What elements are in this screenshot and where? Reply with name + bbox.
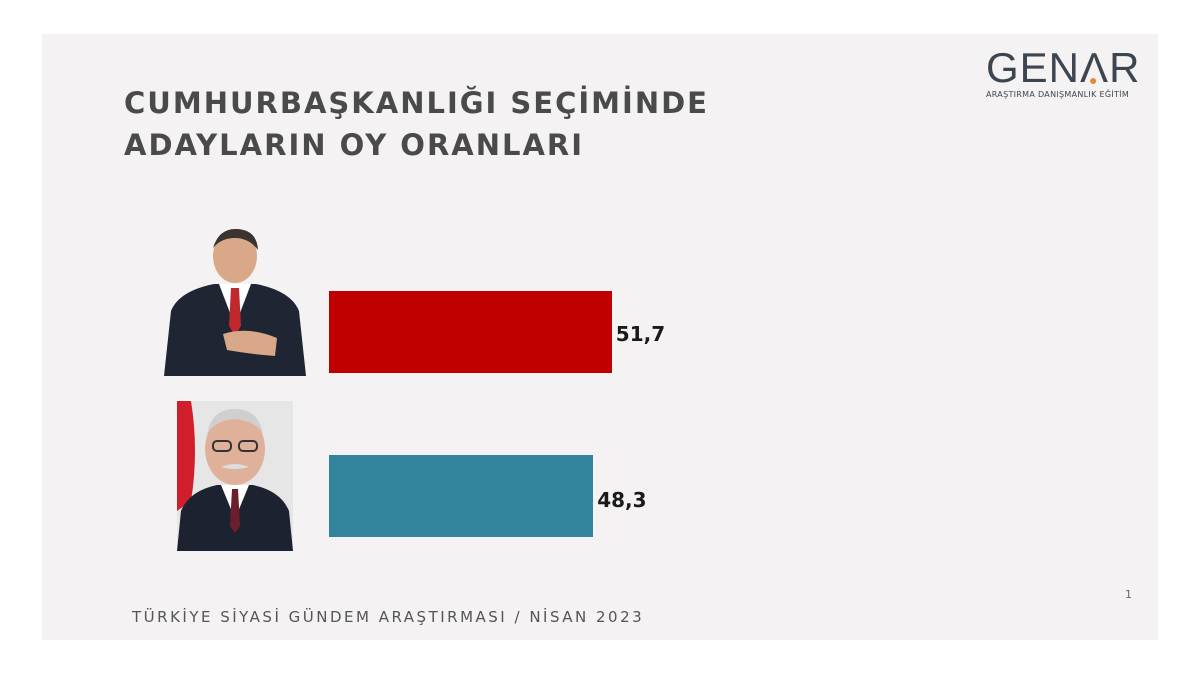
bar-candidate-1 (329, 291, 612, 373)
title-line-2: ADAYLARIN OY ORANLARI (124, 128, 585, 162)
bar-candidate-2 (329, 455, 594, 537)
value-label-candidate-1: 51,7 (615, 322, 666, 346)
value-label-candidate-2: 48,3 (597, 488, 647, 512)
genar-logo: GENΛ ● R ARAŞTIRMA DANIŞMANLIK EĞİTİM (986, 44, 1141, 100)
title-line-1: CUMHURBAŞKANLIĞI SEÇİMİNDE (124, 86, 709, 120)
page-title: CUMHURBAŞKANLIĞI SEÇİMİNDE ADAYLARIN OY … (124, 82, 709, 166)
footer-text: TÜRKİYE SİYASİ GÜNDEM ARAŞTIRMASI / NİSA… (132, 608, 645, 626)
page-number: 1 (1125, 588, 1132, 601)
candidate-1-photo (159, 226, 311, 376)
logo-subtitle: ARAŞTIRMA DANIŞMANLIK EĞİTİM (986, 90, 1130, 99)
candidate-2-photo (177, 401, 293, 551)
slide: CUMHURBAŞKANLIĞI SEÇİMİNDE ADAYLARIN OY … (42, 34, 1158, 640)
